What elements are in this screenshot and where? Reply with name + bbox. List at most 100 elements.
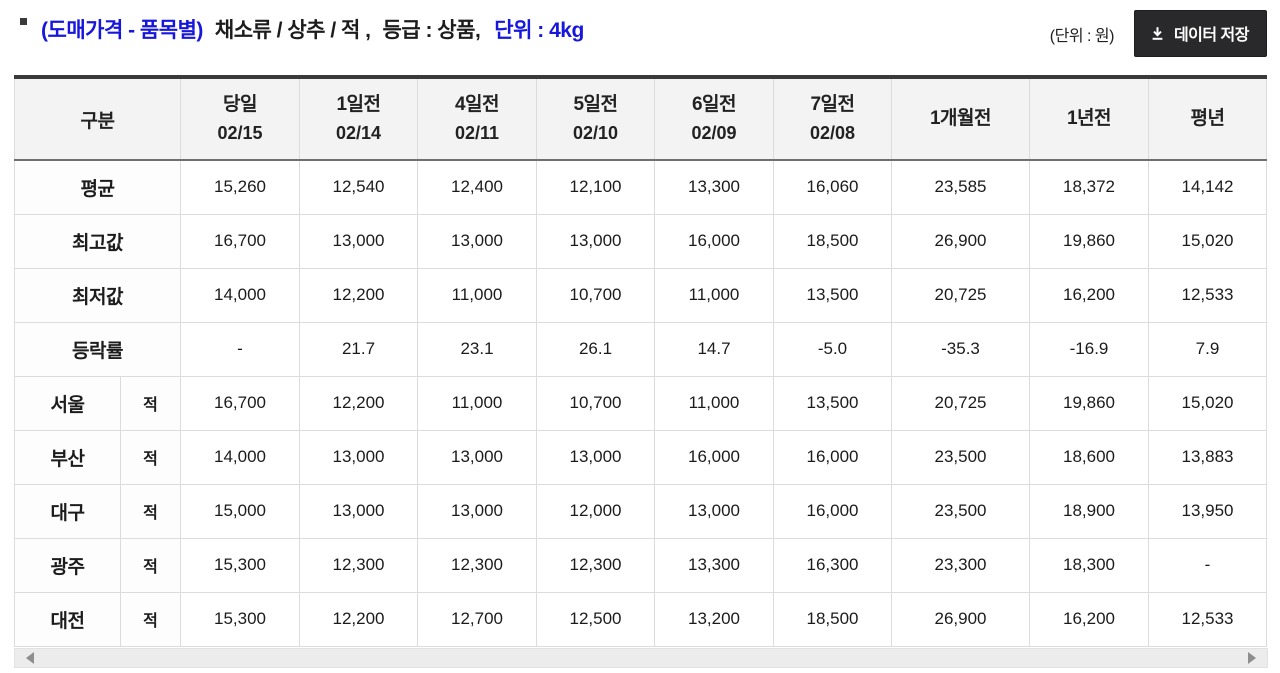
- price-table-container: 구분 당일 02/15 1일전 02/14 4일전 02/11 5일전 02/1…: [14, 75, 1267, 647]
- download-icon: [1150, 26, 1165, 41]
- item-label: 적: [120, 537, 181, 593]
- currency-unit-note: (단위 : 원): [1049, 27, 1115, 45]
- column-header-category: 구분: [14, 76, 181, 161]
- table-row-average: 평균 15,260 12,540 12,400 12,100 13,300 16…: [14, 159, 1267, 215]
- table-cell: 11,000: [417, 375, 537, 431]
- item-label: 적: [120, 483, 181, 539]
- column-header-1month: 1개월전: [891, 76, 1030, 161]
- table-row-gwangju: 광주 적 15,300 12,300 12,300 12,300 13,300 …: [14, 537, 1267, 593]
- table-cell: 14,142: [1148, 159, 1267, 215]
- table-cell: 18,300: [1029, 537, 1149, 593]
- table-cell: 16,200: [1029, 267, 1149, 323]
- table-cell: 26,900: [891, 591, 1030, 647]
- table-cell: 13,000: [417, 213, 537, 269]
- table-cell: 14,000: [180, 429, 300, 485]
- row-label: 등락률: [14, 321, 181, 377]
- row-label: 최저값: [14, 267, 181, 323]
- title-item: 채소류 / 상추 / 적 ,: [214, 19, 371, 42]
- table-cell: 12,533: [1148, 591, 1267, 647]
- region-label: 대전: [14, 591, 121, 647]
- table-cell: 20,725: [891, 375, 1030, 431]
- table-cell: 16,060: [773, 159, 892, 215]
- table-cell: 23,585: [891, 159, 1030, 215]
- table-cell: 23.1: [417, 321, 537, 377]
- table-header-row: 구분 당일 02/15 1일전 02/14 4일전 02/11 5일전 02/1…: [14, 76, 1267, 161]
- table-cell: 18,500: [773, 591, 892, 647]
- row-label: 최고값: [14, 213, 181, 269]
- column-header-4d: 4일전 02/11: [417, 76, 537, 161]
- column-header-today: 당일 02/15: [180, 76, 300, 161]
- table-cell: 18,600: [1029, 429, 1149, 485]
- column-label: 당일: [223, 93, 257, 115]
- page-header: (도매가격 - 품목별) 채소류 / 상추 / 적 , 등급 : 상품, 단위 …: [0, 0, 1280, 62]
- scroll-right-icon[interactable]: [1248, 651, 1256, 664]
- table-row-seoul: 서울 적 16,700 12,200 11,000 10,700 11,000 …: [14, 375, 1267, 431]
- table-row-max: 최고값 16,700 13,000 13,000 13,000 16,000 1…: [14, 213, 1267, 269]
- column-header-6d: 6일전 02/09: [654, 76, 774, 161]
- table-cell: 13,300: [654, 159, 774, 215]
- column-label: 평년: [1190, 107, 1225, 129]
- table-cell: 10,700: [536, 375, 655, 431]
- save-data-button[interactable]: 데이터 저장: [1133, 10, 1267, 57]
- horizontal-scrollbar[interactable]: [14, 647, 1268, 668]
- table-row-busan: 부산 적 14,000 13,000 13,000 13,000 16,000 …: [14, 429, 1267, 485]
- table-cell: 12,200: [299, 375, 418, 431]
- page-title: (도매가격 - 품목별) 채소류 / 상추 / 적 , 등급 : 상품, 단위 …: [14, 8, 584, 44]
- table-cell: 10,700: [536, 267, 655, 323]
- table-cell: 15,300: [180, 591, 300, 647]
- header-right: (단위 : 원) 데이터 저장: [1050, 8, 1267, 57]
- table-cell: 13,000: [417, 429, 537, 485]
- column-header-5d: 5일전 02/10: [536, 76, 655, 161]
- column-date: 02/08: [809, 123, 856, 144]
- scroll-left-icon[interactable]: [26, 651, 34, 664]
- table-cell: 12,000: [536, 483, 655, 539]
- table-cell: 13,950: [1148, 483, 1267, 539]
- table-row-min: 최저값 14,000 12,200 11,000 10,700 11,000 1…: [14, 267, 1267, 323]
- table-cell: 13,000: [299, 483, 418, 539]
- region-label: 부산: [14, 429, 121, 485]
- table-cell: 12,300: [536, 537, 655, 593]
- title-unit: 단위 : 4kg: [494, 19, 584, 42]
- table-cell: 11,000: [654, 375, 774, 431]
- table-cell: 12,540: [299, 159, 418, 215]
- column-date: 02/09: [691, 123, 737, 144]
- table-cell: 12,200: [299, 591, 418, 647]
- table-cell: 15,020: [1148, 213, 1267, 269]
- wholesale-price-table: 구분 당일 02/15 1일전 02/14 4일전 02/11 5일전 02/1…: [14, 75, 1267, 647]
- table-cell: 13,000: [299, 213, 418, 269]
- column-header-7d: 7일전 02/08: [773, 76, 892, 161]
- table-cell: 13,500: [773, 267, 892, 323]
- table-cell: -: [1148, 537, 1267, 593]
- title-grade: 등급 : 상품,: [382, 19, 481, 42]
- table-cell: 18,500: [773, 213, 892, 269]
- table-row-change-rate: 등락률 - 21.7 23.1 26.1 14.7 -5.0 -35.3 -16…: [14, 321, 1267, 377]
- table-cell: 16,700: [180, 375, 300, 431]
- region-label: 광주: [14, 537, 121, 593]
- item-label: 적: [120, 375, 181, 431]
- table-cell: 14,000: [180, 267, 300, 323]
- table-cell: 16,700: [180, 213, 300, 269]
- table-cell: 16,200: [1029, 591, 1149, 647]
- column-header-1d: 1일전 02/14: [299, 76, 418, 161]
- row-label: 평균: [14, 159, 181, 215]
- table-cell: 12,700: [417, 591, 537, 647]
- table-cell: 15,300: [180, 537, 300, 593]
- item-label: 적: [120, 429, 181, 485]
- column-label: 1개월전: [929, 107, 992, 129]
- table-cell: 26,900: [891, 213, 1030, 269]
- column-header-normal-year: 평년: [1148, 76, 1267, 161]
- item-label: 적: [120, 591, 181, 647]
- column-date: 02/14: [335, 123, 382, 144]
- table-cell: 13,000: [299, 429, 418, 485]
- column-label: 4일전: [454, 93, 500, 115]
- column-label: 1일전: [336, 93, 381, 115]
- column-date: 02/10: [572, 123, 619, 144]
- table-cell: 13,000: [417, 483, 537, 539]
- region-label: 대구: [14, 483, 121, 539]
- table-cell: -5.0: [773, 321, 892, 377]
- table-cell: 12,100: [536, 159, 655, 215]
- table-cell: 11,000: [417, 267, 537, 323]
- table-cell: 12,300: [417, 537, 537, 593]
- table-row-daejeon: 대전 적 15,300 12,200 12,700 12,500 13,200 …: [14, 591, 1267, 647]
- table-cell: 13,000: [536, 213, 655, 269]
